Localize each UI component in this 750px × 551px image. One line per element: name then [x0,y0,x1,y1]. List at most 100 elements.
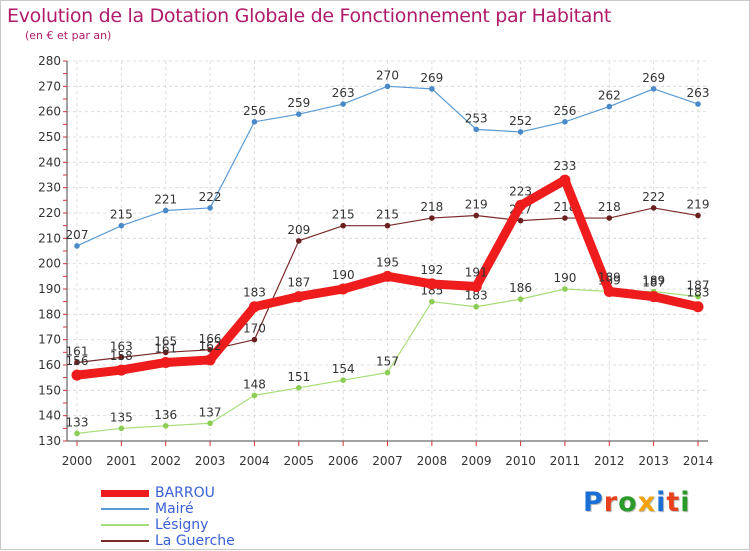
data-label-maire: 215 [110,208,133,222]
data-label-barrou: 190 [332,268,355,282]
data-point-la-guerche [162,349,169,356]
data-label-la-guerche: 163 [110,339,133,353]
y-tick-label: 160 [38,358,61,372]
data-label-la-guerche: 219 [465,198,488,212]
x-tick-label: 2010 [505,454,536,468]
logo-letter: i [656,487,667,518]
legend-swatch [101,508,149,510]
data-point-lesigny [695,293,701,300]
data-point-lesigny [295,385,302,391]
data-label-la-guerche: 209 [287,223,310,237]
data-point-la-guerche [118,354,125,361]
chart-title: Evolution de la Dotation Globale de Fonc… [7,5,612,27]
data-point-la-guerche [207,347,213,353]
data-point-lesigny [517,296,524,302]
data-label-maire: 269 [642,71,665,85]
data-label-maire: 259 [287,96,310,110]
data-label-barrou: 162 [199,339,222,353]
y-tick-label: 250 [38,130,61,144]
data-point-maire [118,222,125,229]
data-label-lesigny: 135 [110,410,133,424]
data-label-la-guerche: 170 [243,322,266,336]
data-point-lesigny [473,303,480,310]
logo-letter: t [666,487,681,518]
data-point-barrou [71,369,83,381]
legend-swatch [101,524,149,526]
data-point-lesigny [74,430,80,437]
data-point-barrou [293,291,305,303]
plot-area [67,61,708,441]
data-label-maire: 207 [66,228,89,242]
y-tick-label: 260 [38,105,61,119]
x-tick-label: 2003 [195,454,226,468]
data-point-lesigny [384,369,391,376]
data-point-maire [207,205,213,211]
data-label-barrou: 187 [642,276,665,290]
data-point-la-guerche [517,217,524,224]
proxiti-logo: Proxiti [583,487,691,518]
data-label-maire: 252 [509,114,532,128]
data-point-barrou [337,283,349,295]
data-label-maire: 270 [376,68,399,82]
data-label-lesigny: 183 [465,289,488,303]
data-label-lesigny: 137 [199,405,222,419]
x-tick-label: 2008 [417,454,448,468]
data-point-lesigny [207,420,213,427]
data-point-lesigny [340,377,346,384]
x-tick-label: 2014 [683,454,714,468]
data-point-la-guerche [650,205,657,211]
y-tick-label: 170 [38,333,61,347]
data-label-barrou: 183 [243,286,266,300]
data-point-lesigny [429,298,435,305]
data-point-barrou [160,356,172,368]
data-label-lesigny: 157 [376,355,399,369]
y-tick-label: 210 [38,231,61,245]
data-label-barrou: 187 [287,276,310,290]
data-label-lesigny: 154 [332,362,355,376]
data-label-la-guerche: 219 [687,198,710,212]
data-label-maire: 269 [420,71,443,85]
x-tick-label: 2002 [150,454,181,468]
data-point-barrou [248,301,260,313]
data-label-barrou: 161 [154,341,177,355]
x-tick-label: 2009 [461,454,492,468]
data-label-lesigny: 151 [287,370,310,384]
y-tick-label: 200 [38,257,61,271]
data-label-maire: 222 [199,190,222,204]
data-label-lesigny: 189 [642,274,665,288]
legend-label: BARROU [155,485,215,501]
data-point-barrou [559,174,571,186]
data-point-la-guerche [695,212,701,219]
y-tick-label: 230 [38,181,61,195]
data-point-maire [340,101,346,107]
data-point-la-guerche [295,238,302,244]
data-label-barrou: 233 [553,159,576,173]
data-label-la-guerche: 161 [66,344,89,358]
y-tick-label: 270 [38,79,61,93]
data-label-maire: 263 [687,86,710,100]
data-label-la-guerche: 215 [376,208,399,222]
x-tick-label: 2000 [62,454,93,468]
data-point-maire [562,119,568,125]
data-label-barrou: 158 [110,349,133,363]
y-tick-label: 180 [38,307,61,321]
data-label-barrou: 189 [598,271,621,285]
data-point-maire [429,86,435,92]
data-label-maire: 262 [598,89,621,103]
data-point-barrou [470,280,482,292]
data-label-lesigny: 136 [154,408,177,422]
y-tick-label: 150 [38,383,61,397]
data-label-maire: 253 [465,111,488,125]
data-label-maire: 256 [553,104,576,118]
x-tick-label: 2004 [239,454,270,468]
data-label-la-guerche: 222 [642,190,665,204]
data-point-maire [384,83,391,90]
data-point-la-guerche [340,222,346,229]
data-point-barrou [515,199,527,211]
data-point-lesigny [562,286,568,292]
x-tick-label: 2006 [328,454,359,468]
data-label-barrou: 192 [420,263,443,277]
data-label-barrou: 191 [465,265,488,279]
legend-swatch [101,490,149,497]
